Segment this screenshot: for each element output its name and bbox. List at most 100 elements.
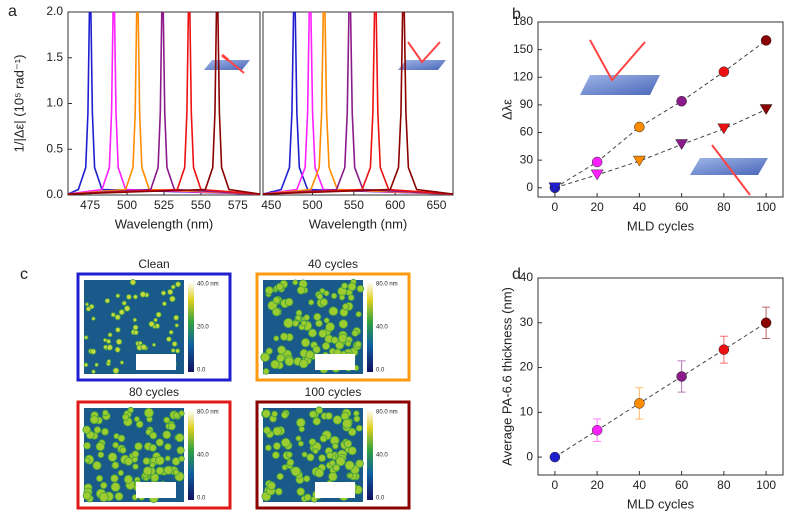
grain <box>308 410 317 419</box>
y-tick-label: 40 <box>520 270 534 284</box>
grain <box>347 282 357 292</box>
grain <box>107 452 118 462</box>
grain <box>316 293 324 300</box>
grain <box>275 282 284 291</box>
grain <box>115 338 123 345</box>
grain <box>319 434 328 443</box>
grain <box>300 320 307 327</box>
point <box>591 424 603 436</box>
grain <box>303 475 311 483</box>
point <box>632 155 646 167</box>
grain <box>297 440 304 447</box>
grain <box>290 466 301 477</box>
grain <box>90 348 97 355</box>
grain <box>163 416 171 424</box>
grain <box>170 348 176 353</box>
grain <box>101 427 109 436</box>
grain <box>129 279 137 286</box>
grain <box>344 460 355 471</box>
x-axis-label: Wavelength (nm) <box>309 216 408 231</box>
x-tick-label: 525 <box>154 198 174 212</box>
grain <box>330 336 339 345</box>
grain <box>264 286 274 295</box>
grain <box>82 425 91 435</box>
grain <box>132 294 138 300</box>
grain <box>296 417 306 428</box>
inset-b2 <box>690 144 768 196</box>
x-axis-label: MLD cycles <box>627 218 695 233</box>
grain <box>172 411 180 419</box>
image-title: 80 cycles <box>129 385 179 399</box>
grain <box>162 430 172 440</box>
grain <box>330 292 338 300</box>
y-tick-label: 0.0 <box>46 187 63 201</box>
x-tick-label: 575 <box>228 198 248 212</box>
grain <box>106 344 113 351</box>
x-tick-label: 40 <box>633 478 647 492</box>
grain <box>276 472 284 481</box>
grain <box>270 359 280 370</box>
spectrum-line <box>68 12 260 195</box>
grain <box>89 415 99 425</box>
grain <box>167 288 174 296</box>
grain <box>315 406 324 415</box>
y-tick-label: 60 <box>520 125 534 139</box>
y-tick-label: 1.5 <box>46 50 63 64</box>
grain <box>335 456 346 467</box>
color-bar-label: 0.0 <box>197 368 206 374</box>
y-axis-label: Average PA-6.6 thickness (nm) <box>499 287 514 466</box>
x-tick-label: 20 <box>590 478 604 492</box>
x-tick-label: 60 <box>675 478 689 492</box>
grain <box>301 451 308 458</box>
plot-frame <box>262 11 454 196</box>
grain <box>106 359 112 364</box>
inset-a1 <box>204 53 250 74</box>
y-tick-label: 0 <box>526 449 533 463</box>
grain <box>110 482 121 492</box>
grain <box>93 426 102 434</box>
point <box>718 344 730 355</box>
grain <box>164 443 172 451</box>
grain <box>133 329 139 336</box>
grain <box>119 360 124 365</box>
grain <box>175 281 181 288</box>
y-tick-label: 0 <box>526 180 533 194</box>
grain <box>283 318 294 329</box>
grain <box>149 462 156 469</box>
grain <box>137 340 143 346</box>
grain <box>161 301 167 307</box>
grain <box>328 471 338 482</box>
grain <box>112 441 119 449</box>
grain <box>272 442 281 451</box>
grain <box>99 492 109 503</box>
grain <box>119 446 127 454</box>
grain <box>295 435 302 442</box>
y-tick-label: 20 <box>520 360 534 374</box>
grain <box>308 438 317 446</box>
spectrum-line <box>68 12 260 195</box>
grain <box>133 416 140 423</box>
grain <box>338 294 346 301</box>
point <box>760 317 772 329</box>
spectrum-line <box>68 12 260 195</box>
grain <box>103 344 108 350</box>
point <box>717 123 731 135</box>
color-bar-label: 40.0 <box>376 325 388 331</box>
y-tick-label: 0.5 <box>46 141 63 155</box>
color-bar-label: 0.0 <box>376 368 385 374</box>
grain <box>281 437 291 448</box>
image-title: 40 cycles <box>308 257 358 271</box>
grain <box>110 312 116 318</box>
grain <box>260 352 270 363</box>
x-tick-label: 100 <box>756 478 776 492</box>
grain <box>323 290 330 297</box>
image-title: Clean <box>138 257 169 271</box>
grain <box>343 439 353 448</box>
panel-letter: b <box>512 6 521 23</box>
grain <box>114 346 121 353</box>
grain <box>263 426 271 435</box>
grain <box>272 307 281 317</box>
grain <box>308 299 315 306</box>
spectrum-line <box>263 12 453 195</box>
